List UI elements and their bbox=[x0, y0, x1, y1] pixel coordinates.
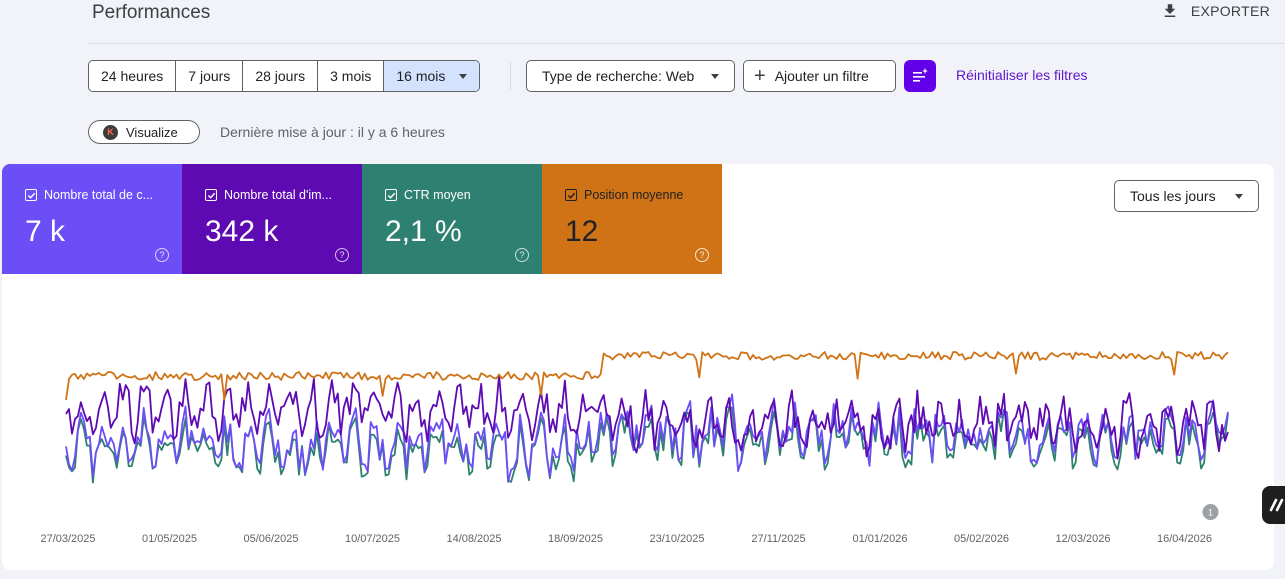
series-line-0 bbox=[65, 393, 1229, 483]
reset-filters-link[interactable]: Réinitialiser les filtres bbox=[956, 67, 1088, 83]
range-28d-button[interactable]: 28 jours bbox=[243, 61, 319, 91]
visualize-logo-icon: K bbox=[103, 124, 118, 140]
x-tick-label: 14/08/2025 bbox=[446, 533, 501, 545]
header-divider bbox=[88, 43, 1285, 44]
granularity-label: Tous les jours bbox=[1130, 188, 1216, 204]
metric-impressions-card[interactable]: Nombre total d'im... 342 k ? bbox=[182, 164, 362, 274]
visualize-label: Visualize bbox=[126, 124, 178, 140]
x-tick-label: 27/03/2025 bbox=[40, 533, 95, 545]
search-type-dropdown[interactable]: Type de recherche: Web bbox=[526, 60, 735, 92]
series-line-3 bbox=[65, 351, 1229, 401]
series-line-2 bbox=[65, 406, 1229, 484]
help-icon[interactable]: ? bbox=[515, 248, 529, 262]
metric-impressions-value: 342 k bbox=[205, 215, 279, 248]
metric-clicks-label: Nombre total de c... bbox=[44, 188, 154, 202]
help-icon[interactable]: ? bbox=[695, 248, 709, 262]
metric-clicks-card[interactable]: Nombre total de c... 7 k ? bbox=[2, 164, 182, 274]
x-tick-label: 05/06/2025 bbox=[243, 533, 298, 545]
x-tick-label: 27/11/2025 bbox=[751, 533, 805, 545]
performance-line-chart[interactable]: 27/03/2025 01/05/2025 05/06/2025 10/07/2025… bbox=[2, 314, 1274, 570]
series-line-1 bbox=[65, 373, 1229, 460]
annotation-marker[interactable]: 1 bbox=[1202, 504, 1219, 520]
range-7d-button[interactable]: 7 jours bbox=[176, 61, 244, 91]
download-icon bbox=[1164, 4, 1176, 17]
export-button[interactable]: EXPORTER bbox=[1161, 2, 1270, 20]
caret-down-icon bbox=[711, 73, 719, 79]
tune-sparkle-icon bbox=[913, 68, 928, 82]
range-16m-label: 16 mois bbox=[396, 68, 446, 84]
filter-settings-button[interactable] bbox=[904, 60, 936, 92]
granularity-dropdown[interactable]: Tous les jours bbox=[1114, 180, 1259, 212]
plus-icon: + bbox=[754, 65, 766, 87]
x-tick-label: 12/03/2026 bbox=[1055, 533, 1110, 545]
page-title: Performances bbox=[92, 2, 211, 23]
metric-position-value: 12 bbox=[565, 215, 599, 248]
x-tick-label: 18/09/2025 bbox=[548, 533, 603, 545]
help-icon[interactable]: ? bbox=[335, 248, 349, 262]
range-24h-button[interactable]: 24 heures bbox=[89, 61, 177, 91]
x-tick-label: 10/07/2025 bbox=[345, 533, 400, 545]
checkbox-checked-icon[interactable] bbox=[25, 189, 37, 201]
help-icon[interactable]: ? bbox=[155, 248, 169, 262]
range-3m-button[interactable]: 3 mois bbox=[318, 61, 385, 91]
metric-position-card[interactable]: Position moyenne 12 ? bbox=[542, 164, 722, 274]
filter-divider bbox=[510, 62, 511, 90]
metric-position-label: Position moyenne bbox=[584, 188, 684, 202]
x-tick-label: 16/04/2026 bbox=[1157, 533, 1212, 545]
search-type-label: Type de recherche: Web bbox=[542, 68, 695, 84]
metric-impressions-label: Nombre total d'im... bbox=[224, 188, 332, 202]
performance-card: Nombre total de c... 7 k ? Nombre total … bbox=[2, 164, 1274, 570]
add-filter-label: Ajouter un filtre bbox=[774, 68, 869, 84]
metric-clicks-value: 7 k bbox=[25, 215, 66, 248]
caret-down-icon bbox=[459, 73, 468, 79]
visualize-button[interactable]: K Visualize bbox=[88, 120, 200, 144]
x-tick-label: 01/05/2025 bbox=[142, 533, 197, 545]
export-label: EXPORTER bbox=[1190, 3, 1270, 19]
checkbox-checked-icon[interactable] bbox=[205, 189, 217, 201]
range-16m-button[interactable]: 16 mois bbox=[384, 61, 480, 91]
checkbox-checked-icon[interactable] bbox=[565, 189, 577, 201]
metric-ctr-label: CTR moyen bbox=[404, 188, 471, 202]
x-tick-label: 01/01/2026 bbox=[852, 533, 907, 545]
x-tick-label: 23/10/2025 bbox=[649, 533, 704, 545]
add-filter-button[interactable]: + Ajouter un filtre bbox=[743, 60, 896, 92]
floating-widget-button[interactable] bbox=[1262, 486, 1285, 524]
checkbox-checked-icon[interactable] bbox=[385, 189, 397, 201]
widget-logo-icon bbox=[1269, 498, 1284, 512]
annotation-label: 1 bbox=[1208, 508, 1213, 518]
date-range-selector: 24 heures 7 jours 28 jours 3 mois 16 moi… bbox=[88, 60, 481, 92]
metric-ctr-value: 2,1 % bbox=[385, 215, 462, 248]
metric-ctr-card[interactable]: CTR moyen 2,1 % ? bbox=[362, 164, 542, 274]
x-tick-label: 05/02/2026 bbox=[954, 533, 1009, 545]
caret-down-icon bbox=[1235, 193, 1243, 199]
last-updated-text: Dernière mise à jour : il y a 6 heures bbox=[220, 124, 445, 140]
